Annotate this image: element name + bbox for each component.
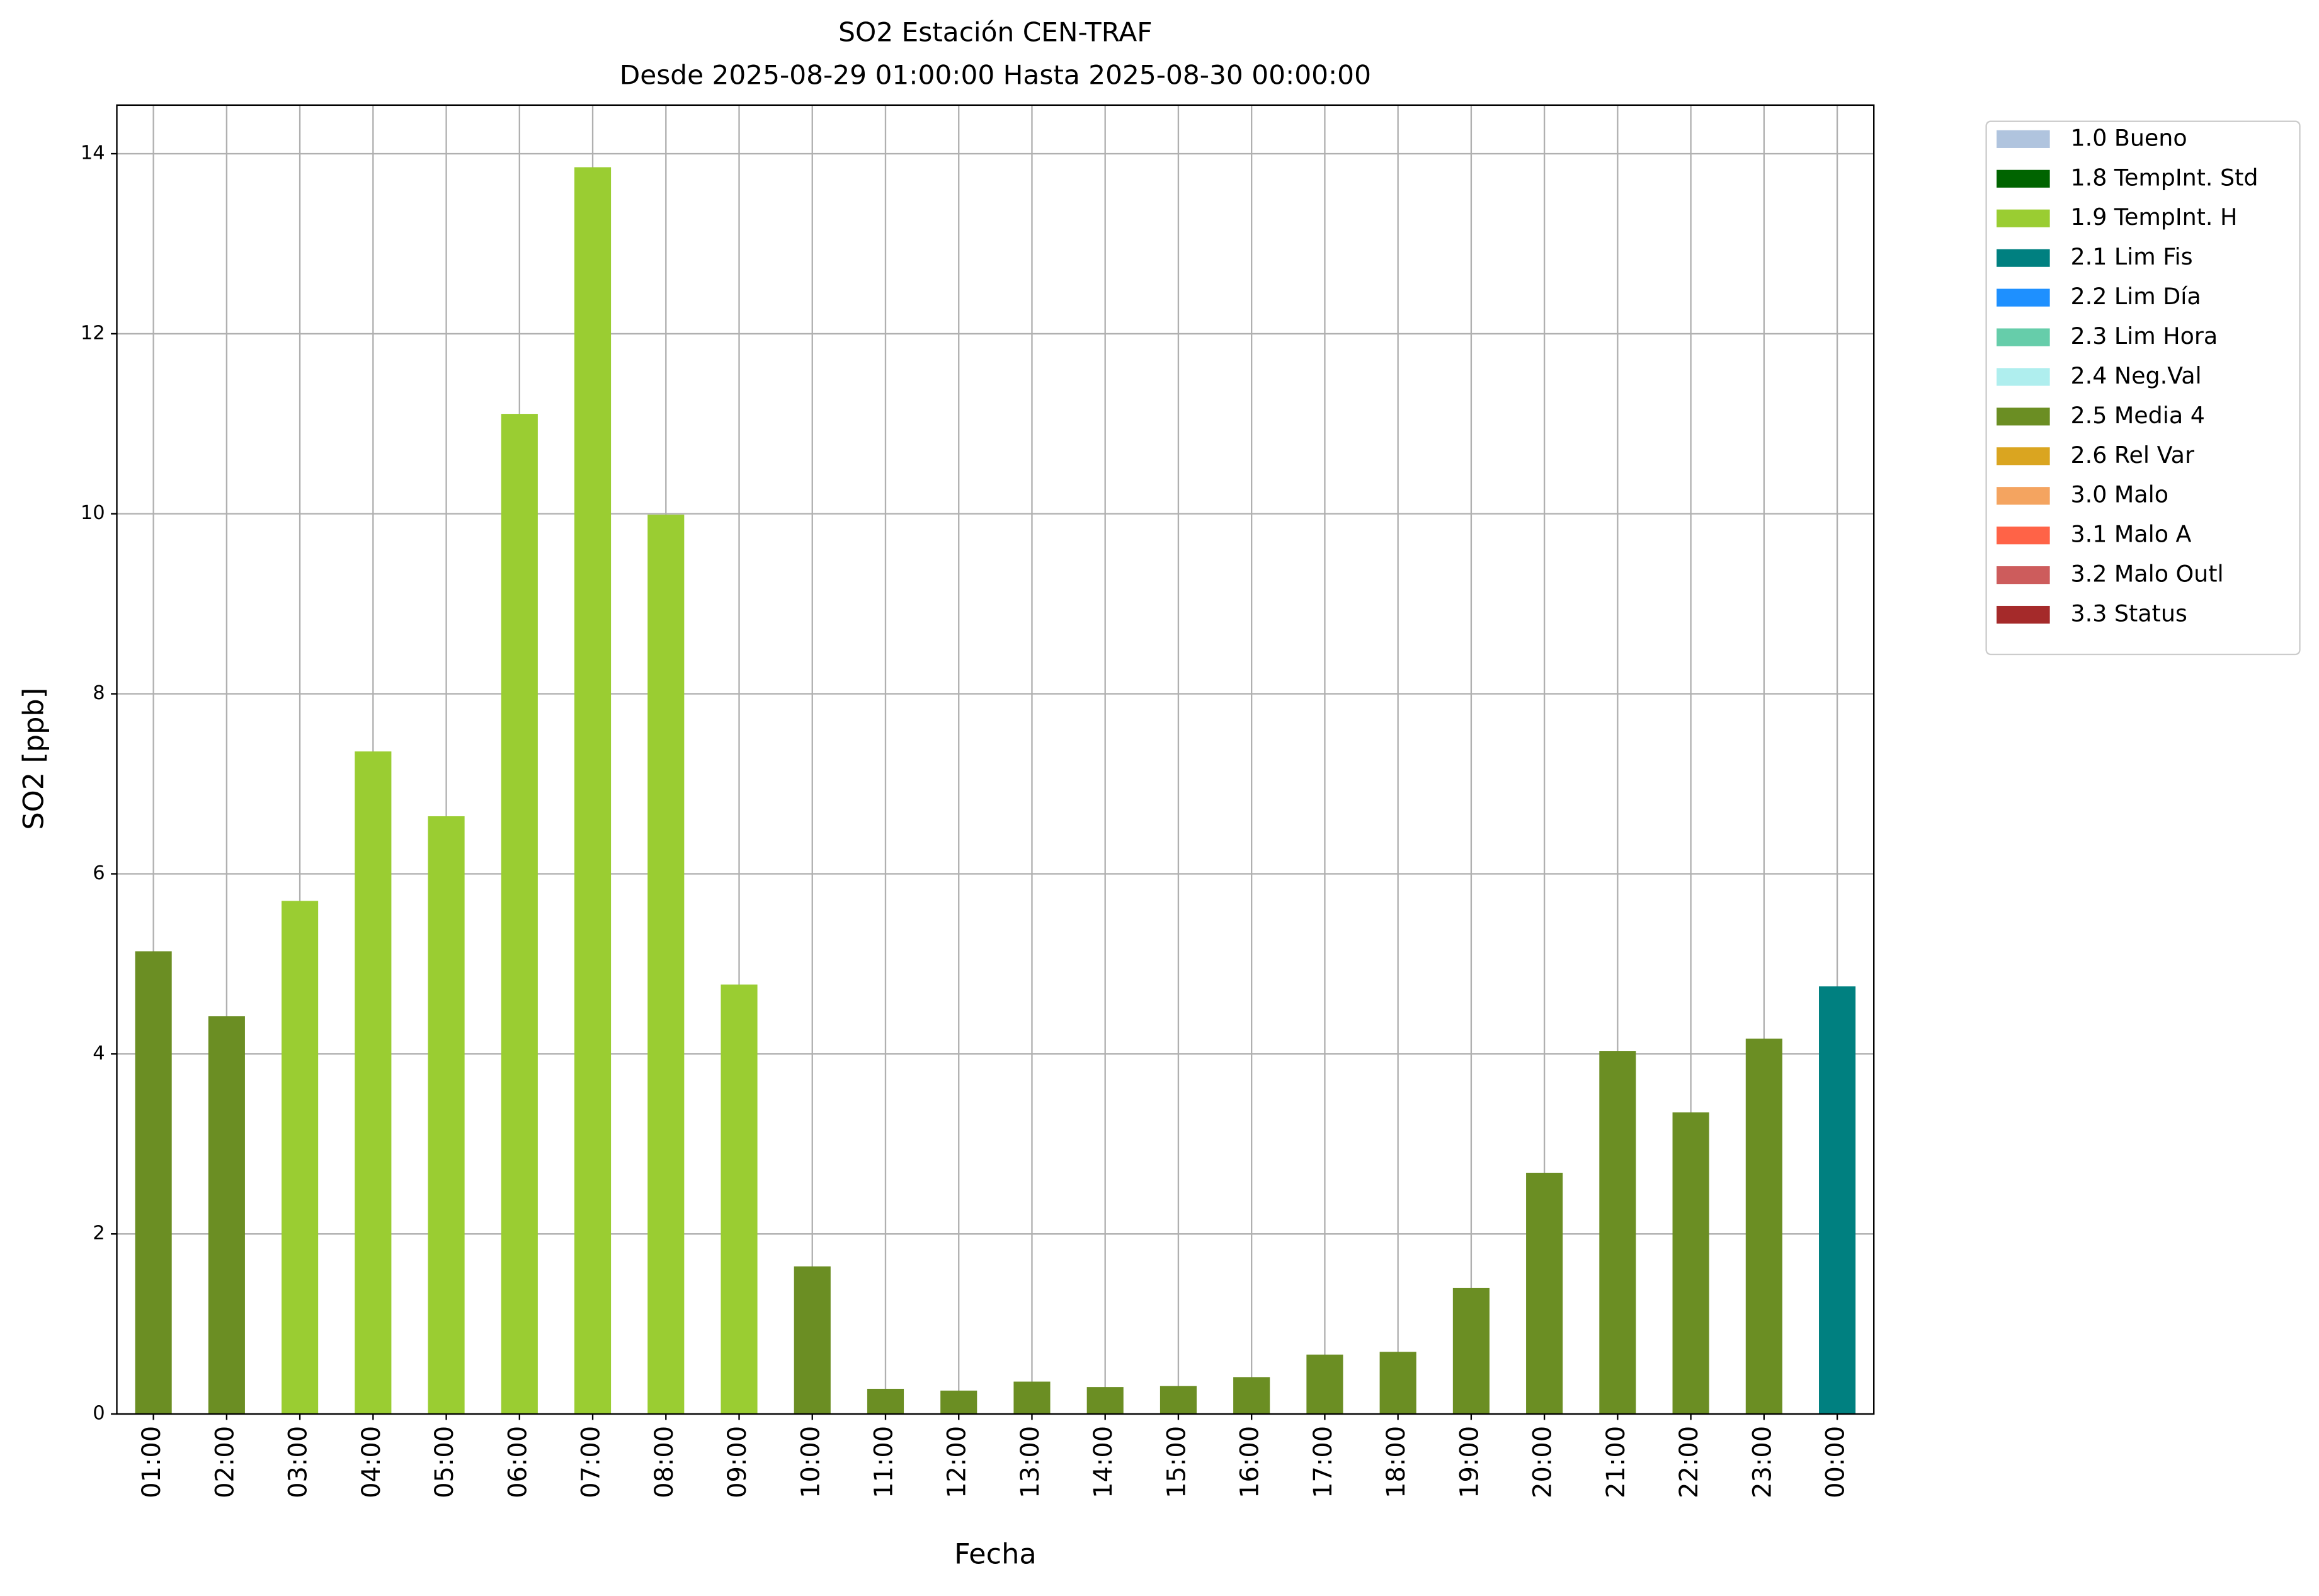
x-tick-label: 04:00 bbox=[357, 1426, 386, 1498]
legend-swatch bbox=[1997, 169, 2050, 188]
bar bbox=[647, 515, 685, 1415]
bar bbox=[208, 1016, 245, 1415]
bar bbox=[1452, 1287, 1490, 1415]
legend-label: 3.1 Malo A bbox=[2071, 521, 2192, 548]
legend-label: 1.9 TempInt. H bbox=[2071, 203, 2238, 231]
x-tick-label: 22:00 bbox=[1675, 1426, 1704, 1498]
legend-label: 2.5 Media 4 bbox=[2071, 402, 2205, 429]
y-tick-label: 4 bbox=[93, 1042, 105, 1064]
bar bbox=[501, 414, 538, 1415]
x-tick-label: 01:00 bbox=[137, 1426, 166, 1498]
x-tick-label: 00:00 bbox=[1821, 1426, 1850, 1498]
y-tick-label: 6 bbox=[93, 862, 105, 884]
x-tick-label: 11:00 bbox=[869, 1426, 898, 1498]
x-tick-label: 17:00 bbox=[1309, 1426, 1338, 1498]
legend-swatch bbox=[1997, 130, 2050, 148]
bar bbox=[867, 1389, 904, 1415]
legend-label: 2.6 Rel Var bbox=[2071, 442, 2194, 469]
bar bbox=[135, 951, 172, 1415]
x-tick-label: 08:00 bbox=[650, 1426, 679, 1498]
bar bbox=[282, 901, 319, 1415]
legend-label: 1.8 TempInt. Std bbox=[2071, 164, 2259, 191]
plot-frame bbox=[116, 104, 1875, 1415]
bar bbox=[1526, 1172, 1563, 1415]
y-tick-label: 2 bbox=[93, 1223, 105, 1245]
x-tick-label: 23:00 bbox=[1748, 1426, 1777, 1498]
legend-swatch bbox=[1997, 527, 2050, 545]
legend-label: 2.2 Lim Día bbox=[2071, 283, 2201, 310]
legend-label: 3.3 Status bbox=[2071, 600, 2187, 627]
x-tick-label: 14:00 bbox=[1089, 1426, 1118, 1498]
bar bbox=[1819, 986, 1856, 1415]
x-tick-label: 15:00 bbox=[1162, 1426, 1191, 1498]
x-tick-label: 06:00 bbox=[503, 1426, 532, 1498]
chart-title: SO2 Estación CEN-TRAF bbox=[838, 17, 1152, 48]
bar bbox=[1672, 1112, 1709, 1415]
x-tick-label: 18:00 bbox=[1382, 1426, 1411, 1498]
legend-swatch bbox=[1997, 288, 2050, 307]
x-tick-label: 12:00 bbox=[943, 1426, 972, 1498]
chart-subtitle: Desde 2025-08-29 01:00:00 Hasta 2025-08-… bbox=[620, 60, 1371, 91]
legend-label: 2.1 Lim Fis bbox=[2071, 243, 2193, 270]
legend-swatch bbox=[1997, 249, 2050, 267]
bar bbox=[940, 1390, 977, 1415]
bar bbox=[355, 751, 392, 1415]
legend: 1.0 Bueno 1.8 TempInt. Std 1.9 TempInt. H 2… bbox=[1985, 120, 2301, 656]
y-tick-label: 0 bbox=[93, 1403, 105, 1425]
legend-label: 2.4 Neg.Val bbox=[2071, 362, 2202, 389]
x-tick-label: 09:00 bbox=[723, 1426, 752, 1498]
legend-swatch bbox=[1997, 209, 2050, 227]
y-tick-label: 12 bbox=[81, 322, 105, 344]
bar bbox=[721, 984, 758, 1415]
legend-label: 1.0 Bueno bbox=[2071, 124, 2187, 151]
x-tick-label: 05:00 bbox=[430, 1426, 459, 1498]
bar bbox=[1599, 1051, 1636, 1415]
y-axis-label: SO2 [ppb] bbox=[17, 688, 50, 830]
legend-swatch bbox=[1997, 368, 2050, 386]
legend-frame bbox=[1985, 120, 2301, 656]
x-tick-label: 19:00 bbox=[1455, 1426, 1484, 1498]
x-tick-label: 13:00 bbox=[1016, 1426, 1045, 1498]
legend-swatch bbox=[1997, 328, 2050, 346]
bar bbox=[1160, 1386, 1197, 1415]
x-tick-label: 03:00 bbox=[284, 1426, 313, 1498]
legend-swatch bbox=[1997, 447, 2050, 465]
legend-label: 2.3 Lim Hora bbox=[2071, 322, 2218, 350]
x-tick-label: 10:00 bbox=[796, 1426, 825, 1498]
bar bbox=[1745, 1039, 1782, 1415]
bar bbox=[428, 816, 465, 1415]
bar bbox=[1233, 1377, 1270, 1415]
y-tick-label: 8 bbox=[93, 682, 105, 704]
x-tick-label: 07:00 bbox=[577, 1426, 606, 1498]
legend-label: 3.0 Malo bbox=[2071, 481, 2168, 508]
x-axis-label: Fecha bbox=[954, 1537, 1037, 1570]
x-tick-label: 21:00 bbox=[1602, 1426, 1631, 1498]
legend-swatch bbox=[1997, 408, 2050, 426]
legend-swatch bbox=[1997, 487, 2050, 505]
bar bbox=[1086, 1387, 1124, 1415]
x-tick-label: 02:00 bbox=[210, 1426, 239, 1498]
bar bbox=[1013, 1381, 1051, 1415]
bar bbox=[1306, 1354, 1343, 1415]
x-tick-label: 16:00 bbox=[1236, 1426, 1265, 1498]
x-tick-label: 20:00 bbox=[1529, 1426, 1558, 1498]
y-tick-label: 14 bbox=[81, 142, 105, 164]
legend-swatch bbox=[1997, 566, 2050, 584]
bar bbox=[1379, 1352, 1416, 1415]
bar bbox=[574, 167, 612, 1415]
legend-label: 3.2 Malo Outl bbox=[2071, 561, 2224, 588]
bar bbox=[794, 1266, 831, 1415]
legend-swatch bbox=[1997, 605, 2050, 624]
y-tick-label: 10 bbox=[81, 502, 105, 524]
